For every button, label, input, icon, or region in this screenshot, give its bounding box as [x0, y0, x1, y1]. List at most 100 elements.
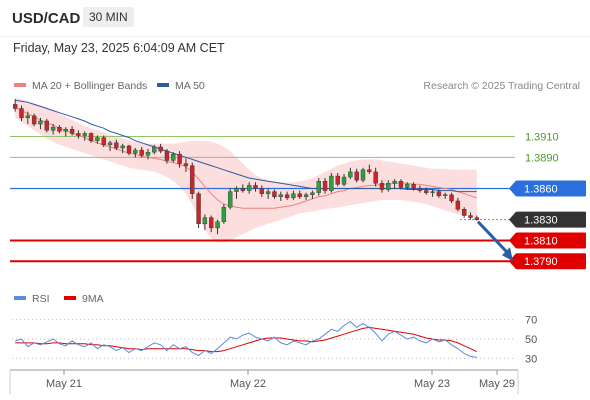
- candle-body: [152, 146, 157, 153]
- candle-body: [25, 115, 31, 119]
- candle-body: [126, 145, 132, 154]
- candle-body: [101, 137, 106, 146]
- rsi-tick-30: 30: [525, 353, 537, 365]
- legend-ma9: 9MA: [64, 293, 104, 305]
- candle-body: [69, 129, 75, 134]
- price-tag-pointer-1.3830: [509, 211, 516, 228]
- candle-body: [284, 194, 290, 199]
- price-tag-pointer-1.3790: [509, 253, 516, 270]
- price-tag-box-1.3810: [516, 232, 586, 249]
- candle-body: [76, 133, 81, 136]
- candle-body: [164, 150, 170, 161]
- legend-rsi: RSI: [14, 293, 50, 305]
- candle-body: [57, 127, 62, 132]
- candle-body: [133, 149, 138, 154]
- candle-body: [50, 127, 56, 131]
- legend-ma50: MA 50: [157, 80, 205, 92]
- candle-body: [449, 194, 454, 202]
- candle-body: [398, 181, 404, 188]
- candle-body: [227, 191, 233, 208]
- candle-body: [430, 191, 435, 193]
- candle-body: [253, 185, 258, 189]
- candle-body: [107, 142, 113, 146]
- candle-body: [31, 115, 37, 125]
- rsi-ma9-line: [15, 326, 478, 353]
- candle-body: [468, 215, 473, 218]
- price-tag-label-1.3860: 1.3860: [524, 184, 558, 196]
- candle-body: [202, 217, 208, 225]
- timeframe-badge[interactable]: 30 MIN: [83, 7, 134, 27]
- rsi-tick-50: 50: [525, 334, 537, 346]
- header-bar: USD/CAD 30 MIN: [0, 0, 590, 37]
- candle-body: [354, 171, 359, 181]
- candle-body: [209, 217, 214, 229]
- forecast-arrow-head: [502, 247, 513, 262]
- candle-body: [411, 184, 416, 189]
- candle-body: [171, 154, 176, 161]
- candle-body: [139, 149, 144, 156]
- candle-body: [303, 194, 309, 198]
- candle-body: [417, 188, 423, 191]
- x-tick-label-May-23: May 23: [414, 378, 450, 390]
- candle-body: [436, 191, 442, 196]
- x-tick-label-May-22: May 22: [230, 378, 266, 390]
- candle-body: [424, 190, 429, 193]
- legend-ma9-label: 9MA: [82, 293, 104, 305]
- candle-body: [234, 188, 239, 192]
- price-tag-box-1.3790: [516, 253, 586, 270]
- price-level-label-1.3910: 1.3910: [525, 132, 559, 144]
- candle-body: [88, 133, 94, 141]
- candle-body: [177, 154, 182, 164]
- rsi-tick-70: 70: [525, 315, 537, 327]
- price-tag-box-1.3860: [516, 180, 586, 197]
- price-tag-box-1.3830: [516, 211, 586, 228]
- candle-body: [379, 183, 385, 190]
- x-tick-label-May-21: May 21: [46, 378, 82, 390]
- candle-body: [215, 221, 220, 229]
- candle-body: [190, 165, 195, 194]
- candle-body: [120, 145, 125, 149]
- candle-body: [196, 193, 201, 225]
- candle-body: [392, 181, 397, 184]
- rsi-line: [15, 320, 477, 358]
- ma50-line: [15, 99, 477, 193]
- candle-body: [474, 217, 480, 220]
- candle-body: [221, 206, 227, 222]
- candle-body: [367, 169, 372, 173]
- legend-ma20-label: MA 20 + Bollinger Bands: [32, 80, 148, 92]
- candle-body: [310, 192, 315, 195]
- price-tag-label-1.3830: 1.3830: [524, 215, 558, 227]
- price-tag-label-1.3810: 1.3810: [524, 235, 558, 247]
- candle-body: [272, 191, 277, 198]
- candle-body: [82, 133, 87, 136]
- candle-body: [297, 193, 302, 198]
- candle-body: [259, 188, 265, 194]
- candle-body: [19, 108, 24, 119]
- candle-body: [183, 163, 189, 166]
- ma9-swatch: [64, 296, 76, 301]
- candle-body: [329, 175, 334, 191]
- candle-body: [114, 142, 119, 149]
- price-level-label-1.3890: 1.3890: [525, 152, 559, 164]
- candle-body: [360, 169, 366, 181]
- candle-body: [291, 193, 296, 199]
- candle-body: [443, 194, 448, 196]
- candle-body: [44, 120, 49, 131]
- legend-ma20: MA 20 + Bollinger Bands: [14, 80, 147, 92]
- candle-body: [246, 185, 252, 191]
- candle-body: [341, 176, 347, 185]
- candle-body: [265, 191, 271, 194]
- candle-body: [278, 194, 283, 198]
- candle-body: [335, 175, 340, 185]
- candle-body: [63, 129, 68, 132]
- ma50-swatch: [157, 83, 169, 88]
- forecast-arrow-shaft: [476, 220, 510, 255]
- candle-body: [316, 181, 321, 193]
- research-credit: Research © 2025 Trading Central: [423, 80, 580, 92]
- bollinger-band-fill: [15, 97, 477, 243]
- candle-body: [95, 137, 100, 141]
- candle-body: [145, 151, 151, 156]
- rsi-swatch: [14, 296, 26, 301]
